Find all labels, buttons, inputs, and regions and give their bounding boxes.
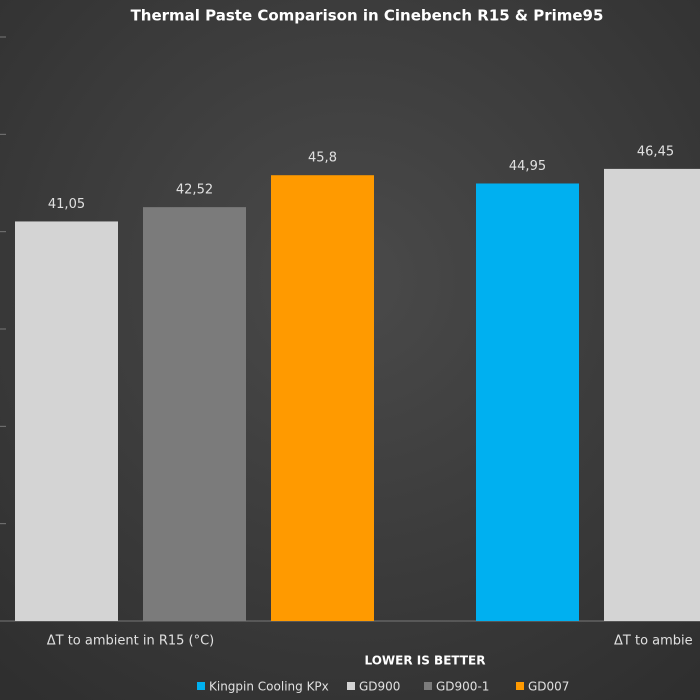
bar [15, 221, 118, 622]
legend-label: GD900 [359, 680, 400, 694]
chart-subtitle: LOWER IS BETTER [365, 654, 486, 668]
bar [476, 183, 579, 621]
data-label: 44,95 [509, 159, 546, 174]
legend-label: GD900-1 [436, 680, 489, 694]
legend-label: GD007 [528, 680, 569, 694]
legend-label: Kingpin Cooling KPx [209, 680, 329, 694]
legend-swatch [424, 682, 432, 690]
legend-swatch [197, 682, 205, 690]
bar [143, 207, 246, 621]
bar [271, 175, 374, 622]
legend-swatch [347, 682, 355, 690]
data-label: 46,45 [637, 144, 674, 159]
chart-title: Thermal Paste Comparison in Cinebench R1… [131, 7, 604, 25]
data-label: 45,8 [308, 151, 337, 166]
x-tick-label: ΔT to ambie [614, 634, 693, 649]
legend-swatch [516, 682, 524, 690]
x-tick-label: ΔT to ambient in R15 (°C) [47, 634, 215, 649]
bar [604, 168, 700, 622]
data-label: 41,05 [48, 197, 85, 212]
data-label: 42,52 [176, 183, 213, 198]
